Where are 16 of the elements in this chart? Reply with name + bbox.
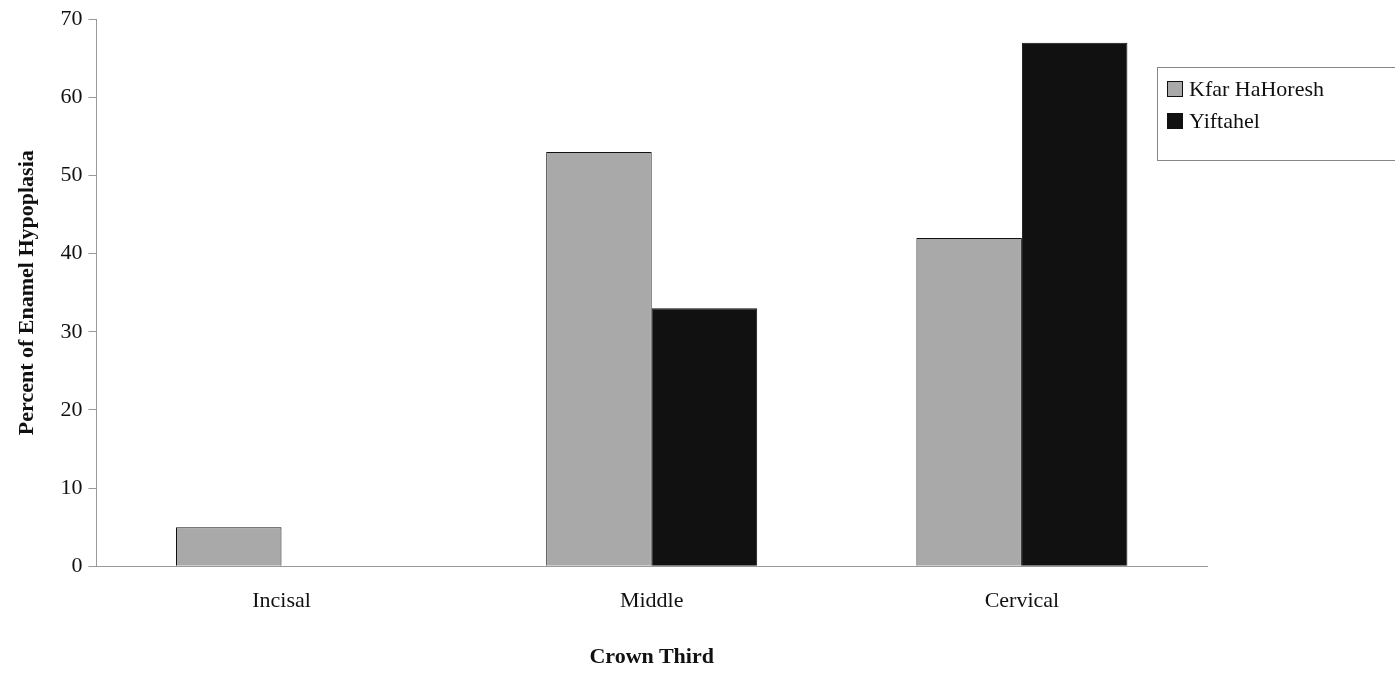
y-tick-label: 40 (60, 239, 83, 265)
y-tick-label: 20 (60, 395, 83, 421)
x-tick-label: Incisal (252, 587, 311, 613)
y-axis-title: Percent of Enamel Hypoplasia (12, 150, 38, 436)
y-tick-label: 50 (60, 161, 83, 187)
legend-label: Yiftahel (1189, 108, 1260, 134)
legend-label: Kfar HaHoresh (1189, 76, 1324, 102)
y-tick-label: 30 (60, 317, 83, 343)
x-tick-label: Middle (619, 587, 684, 613)
bar (651, 308, 758, 566)
x-tick-label: Cervical (984, 587, 1060, 613)
y-tick-label: 0 (71, 551, 83, 577)
x-axis-title: Crown Third (589, 643, 714, 669)
y-tick-label: 70 (60, 4, 83, 30)
y-tick-label: 60 (60, 83, 83, 109)
y-tick-label: 10 (60, 473, 83, 499)
